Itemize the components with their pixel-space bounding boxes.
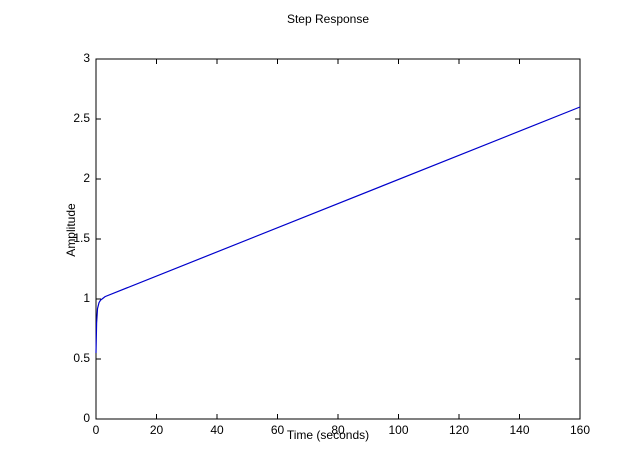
x-tick-label: 140 <box>509 423 529 437</box>
line-series <box>95 106 581 354</box>
y-tick-label: 0.5 <box>73 351 90 365</box>
x-tick-label: 120 <box>449 423 469 437</box>
x-tick-label: 0 <box>93 423 100 437</box>
y-tick-label: 1.5 <box>73 231 90 245</box>
y-tick-label: 0 <box>83 411 90 425</box>
y-tick-label: 2.5 <box>73 111 90 125</box>
x-tick-label: 160 <box>570 423 590 437</box>
x-axis-label: Time (seconds) <box>287 428 369 442</box>
y-tick-label: 1 <box>83 291 90 305</box>
x-tick-label: 20 <box>150 423 164 437</box>
x-tick-label: 60 <box>271 423 285 437</box>
y-tick-label: 3 <box>83 51 90 65</box>
x-tick-label: 40 <box>210 423 224 437</box>
y-axis-label: Amplitude <box>64 203 78 257</box>
plot-area <box>95 58 581 420</box>
chart-title: Step Response <box>287 12 369 26</box>
x-tick-label: 100 <box>388 423 408 437</box>
x-tick-label: 80 <box>331 423 345 437</box>
y-tick-label: 2 <box>83 171 90 185</box>
